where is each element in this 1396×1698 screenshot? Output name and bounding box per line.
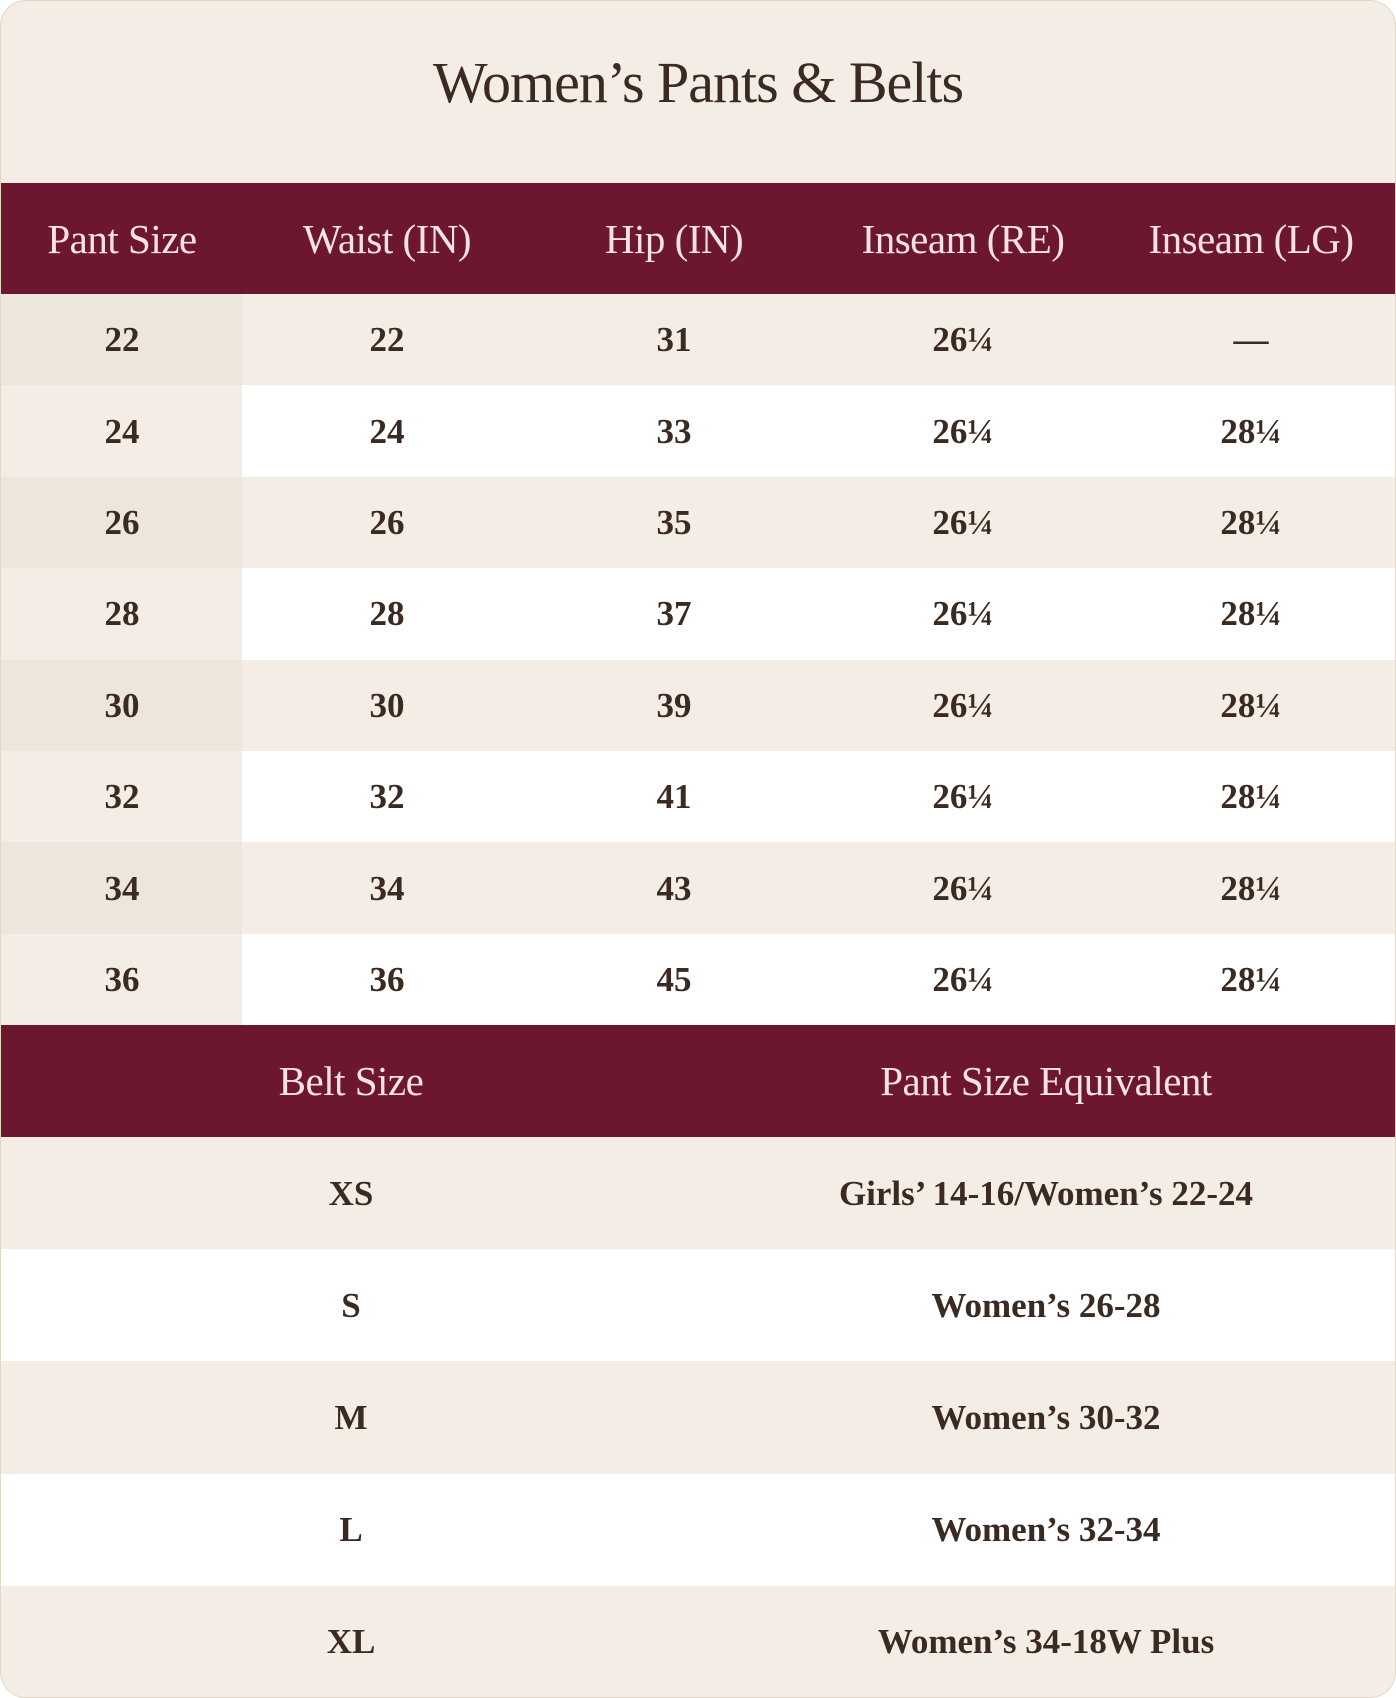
table-cell: 32	[104, 777, 140, 817]
table-row: M Women’s 30-32	[1, 1361, 1395, 1475]
first-column-shade	[1, 842, 242, 935]
table-cell: XL	[326, 1622, 376, 1662]
table-row: XL Women’s 34-18W Plus	[1, 1585, 1395, 1697]
pants-header-row: Pant Size Waist (IN) Hip (IN) Inseam (RE) In…	[1, 183, 1395, 294]
first-column-shade	[1, 933, 242, 1027]
table-cell: 45	[656, 959, 692, 999]
table-row: 32 32 41 26¼ 28¼	[1, 751, 1395, 844]
column-header: Inseam (LG)	[1148, 215, 1354, 262]
table-cell: 37	[656, 594, 692, 634]
first-column-shade	[1, 294, 242, 387]
table-cell: 24	[104, 411, 140, 451]
table-row: 24 24 33 26¼ 28¼	[1, 385, 1395, 478]
table-cell: S	[341, 1285, 361, 1325]
column-header: Inseam (RE)	[861, 215, 1065, 262]
table-cell: 22	[104, 320, 140, 360]
column-header: Pant Size Equivalent	[880, 1058, 1212, 1104]
table-cell: 28¼	[1220, 594, 1282, 634]
table-cell: 26¼	[932, 594, 994, 634]
table-row: 34 34 43 26¼ 28¼	[1, 842, 1395, 935]
table-cell: 26¼	[932, 777, 994, 817]
table-cell: 31	[656, 320, 692, 360]
table-cell: 28	[104, 594, 140, 634]
table-row: 36 36 45 26¼ 28¼	[1, 933, 1395, 1027]
table-cell: 26¼	[932, 959, 994, 999]
table-cell: 36	[369, 959, 405, 999]
table-cell: 28¼	[1220, 685, 1282, 725]
table-cell: 26¼	[932, 411, 994, 451]
table-cell: 22	[369, 320, 405, 360]
table-cell: Girls’ 14-16/Women’s 22-24	[838, 1173, 1254, 1213]
table-cell: 24	[369, 411, 405, 451]
table-cell: 30	[369, 685, 405, 725]
table-cell: 39	[656, 685, 692, 725]
first-column-shade	[1, 385, 242, 478]
table-cell: 35	[656, 502, 692, 542]
column-header: Waist (IN)	[302, 215, 472, 262]
table-cell: 32	[369, 777, 405, 817]
column-header: Hip (IN)	[604, 215, 744, 262]
belts-header-row: Belt Size Pant Size Equivalent	[1, 1025, 1395, 1137]
table-cell: —	[1233, 320, 1269, 360]
first-column-shade	[1, 476, 242, 570]
table-cell: Women’s 26-28	[931, 1285, 1161, 1325]
table-cell: 26¼	[932, 502, 994, 542]
table-cell: 41	[656, 777, 692, 817]
table-cell: 36	[104, 959, 140, 999]
table-row: 30 30 39 26¼ 28¼	[1, 659, 1395, 752]
table-cell: 34	[369, 868, 405, 908]
table-cell: 33	[656, 411, 692, 451]
table-cell: L	[339, 1510, 363, 1550]
table-cell: 34	[104, 868, 140, 908]
table-row: XS Girls’ 14-16/Women’s 22-24	[1, 1137, 1395, 1251]
table-cell: 26	[369, 502, 405, 542]
table-cell: 43	[656, 868, 692, 908]
first-column-shade	[1, 568, 242, 661]
table-cell: 26¼	[932, 685, 994, 725]
table-cell: 28¼	[1220, 868, 1282, 908]
column-header: Belt Size	[278, 1058, 424, 1104]
table-cell: 30	[104, 685, 140, 725]
table-row: 26 26 35 26¼ 28¼	[1, 476, 1395, 570]
column-header: Pant Size	[47, 215, 197, 262]
table-row: L Women’s 32-34	[1, 1473, 1395, 1587]
table-cell: XS	[328, 1173, 374, 1213]
table-cell: 28	[369, 594, 405, 634]
page-title: Women’s Pants & Belts	[432, 50, 964, 115]
first-column-shade	[1, 751, 242, 844]
table-cell: 28¼	[1220, 502, 1282, 542]
first-column-shade	[1, 659, 242, 752]
table-cell: M	[334, 1397, 368, 1437]
table-row: S Women’s 26-28	[1, 1249, 1395, 1363]
table-cell: Women’s 32-34	[931, 1510, 1161, 1550]
table-row: 28 28 37 26¼ 28¼	[1, 568, 1395, 661]
table-cell: 28¼	[1220, 411, 1282, 451]
table-cell: Women’s 30-32	[931, 1397, 1161, 1437]
table-cell: 26	[104, 502, 140, 542]
table-cell: Women’s 34-18W Plus	[877, 1622, 1215, 1662]
table-cell: 26¼	[932, 868, 994, 908]
table-cell: 26¼	[932, 320, 994, 360]
table-row: 22 22 31 26¼ —	[1, 294, 1395, 387]
table-cell: 28¼	[1220, 777, 1282, 817]
table-cell: 28¼	[1220, 959, 1282, 999]
